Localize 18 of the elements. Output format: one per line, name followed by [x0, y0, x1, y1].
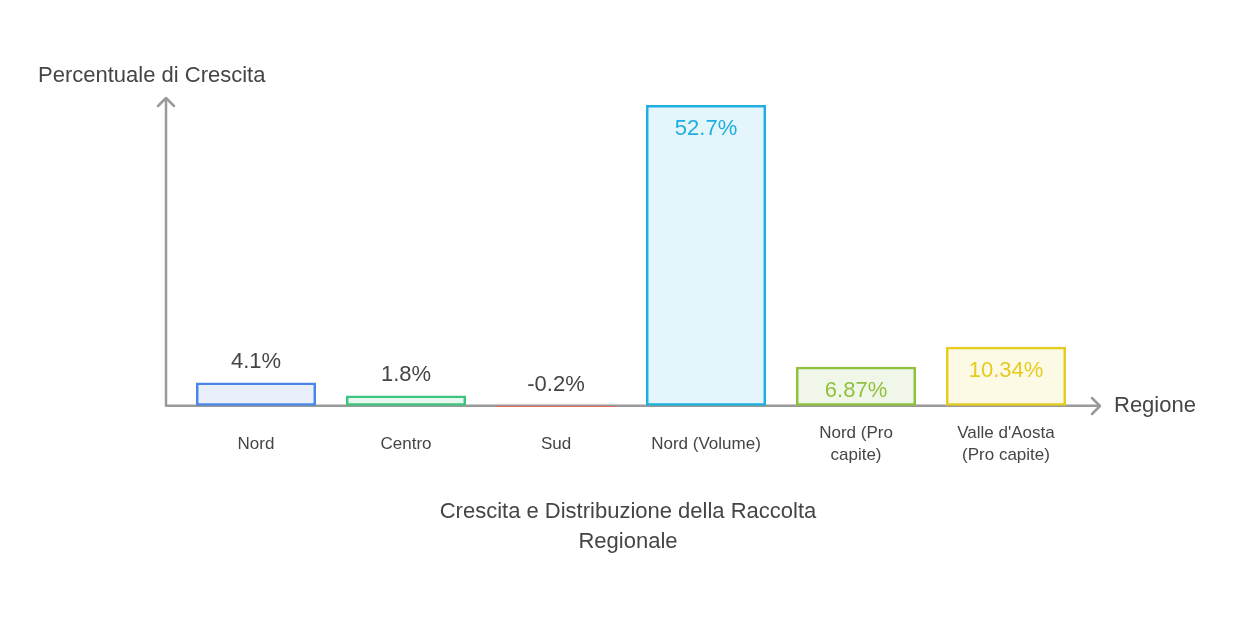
data-label: 4.1% — [230, 347, 282, 373]
x-tick-label: Sud — [540, 433, 572, 453]
bar — [346, 395, 466, 406]
x-tick-label: Centro — [380, 433, 432, 453]
x-tick-label: Nord — [237, 433, 275, 453]
data-label: 52.7% — [674, 115, 738, 141]
x-tick-label: Nord (Volume) — [651, 433, 761, 453]
x-tick-label: Valle d'Aosta (Pro capite) — [957, 422, 1056, 464]
data-label: -0.2% — [527, 370, 585, 396]
x-tick-label: Nord (Pro capite) — [819, 422, 893, 464]
x-axis-title: Regione — [1114, 391, 1196, 417]
bar — [196, 382, 316, 406]
bar — [646, 105, 766, 406]
data-label: 6.87% — [824, 376, 888, 402]
data-label: 1.8% — [380, 360, 432, 386]
data-label: 10.34% — [968, 356, 1044, 382]
text: Crescita e Distribuzione della Raccolta Regionale — [439, 498, 818, 554]
y-axis-title: Percentuale di Crescita — [38, 62, 267, 88]
